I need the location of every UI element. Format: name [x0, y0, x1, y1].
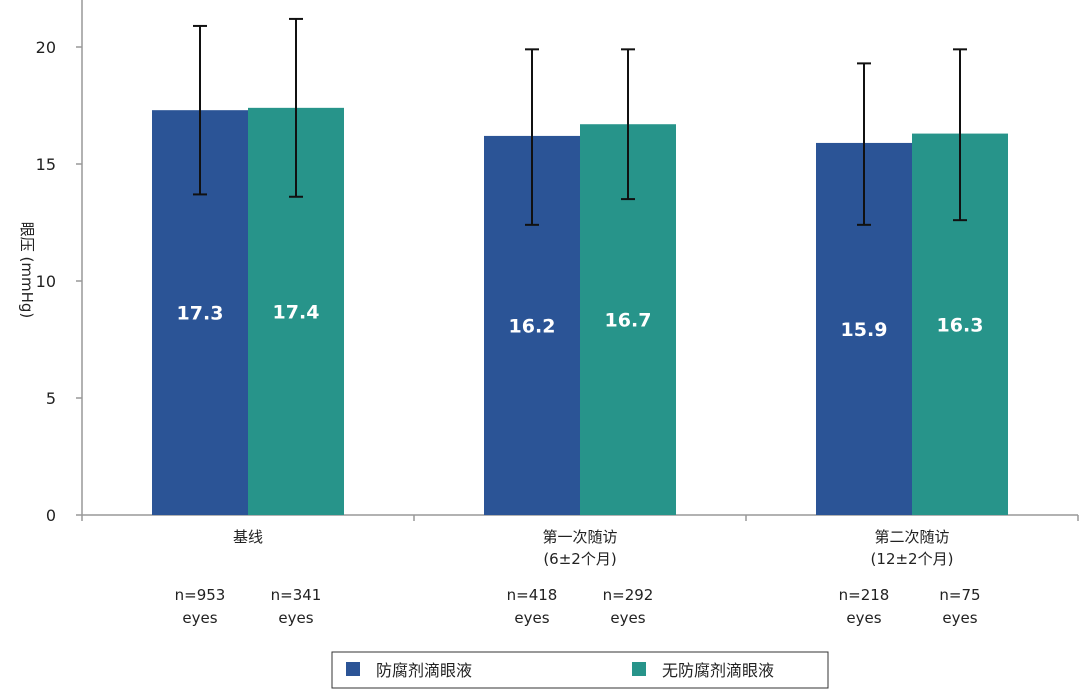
bar-value-label: 16.7 — [605, 310, 652, 332]
sample-size-label: eyes — [278, 609, 313, 627]
labels: 基线 17.3 n=953 eyes 17.4 n=341 eyes 第一次随访 (6±2个月)… — [175, 301, 984, 627]
y-tick-label: 5 — [46, 389, 56, 408]
y-axis-label: 眼压 (mmHg) — [18, 222, 36, 319]
sample-size-label: eyes — [942, 609, 977, 627]
sample-size-label: n=75 — [939, 586, 980, 604]
x-category-label: 基线 — [233, 528, 263, 546]
bar-value-label: 16.3 — [937, 314, 984, 336]
bars — [152, 107, 1008, 516]
legend-swatch-preserved — [346, 662, 360, 676]
sample-size-label: eyes — [610, 609, 645, 627]
x-category-label: (12±2个月) — [871, 550, 954, 568]
sample-size-label: n=292 — [603, 586, 654, 604]
legend-label-preserved: 防腐剂滴眼液 — [376, 661, 472, 680]
sample-size-label: n=953 — [175, 586, 226, 604]
legend-box — [331, 651, 829, 689]
legend-swatch-preservative-free — [632, 662, 646, 676]
bar-value-label: 16.2 — [509, 315, 556, 337]
sample-size-label: n=218 — [839, 586, 890, 604]
y-tick-label: 20 — [36, 38, 56, 57]
y-axis: 0 5 10 15 20 — [36, 0, 83, 525]
error-bars — [193, 17, 967, 226]
bar-value-label: 15.9 — [841, 319, 888, 341]
x-category-label: 第一次随访 — [542, 528, 617, 546]
bar-value-label: 17.3 — [177, 303, 224, 325]
sample-size-label: eyes — [182, 609, 217, 627]
y-tick-label: 15 — [36, 155, 56, 174]
x-category-label: (6±2个月) — [543, 550, 616, 568]
sample-size-label: eyes — [846, 609, 881, 627]
legend-label-preservative-free: 无防腐剂滴眼液 — [662, 661, 774, 680]
y-tick-label: 0 — [46, 506, 56, 525]
y-tick-label: 10 — [36, 272, 56, 291]
x-axis — [81, 514, 1079, 521]
sample-size-label: n=418 — [507, 586, 558, 604]
sample-size-label: eyes — [514, 609, 549, 627]
legend: 防腐剂滴眼液 无防腐剂滴眼液 — [331, 651, 829, 689]
x-category-label: 第二次随访 — [874, 528, 949, 546]
sample-size-label: n=341 — [271, 586, 322, 604]
bar-value-label: 17.4 — [273, 301, 320, 323]
